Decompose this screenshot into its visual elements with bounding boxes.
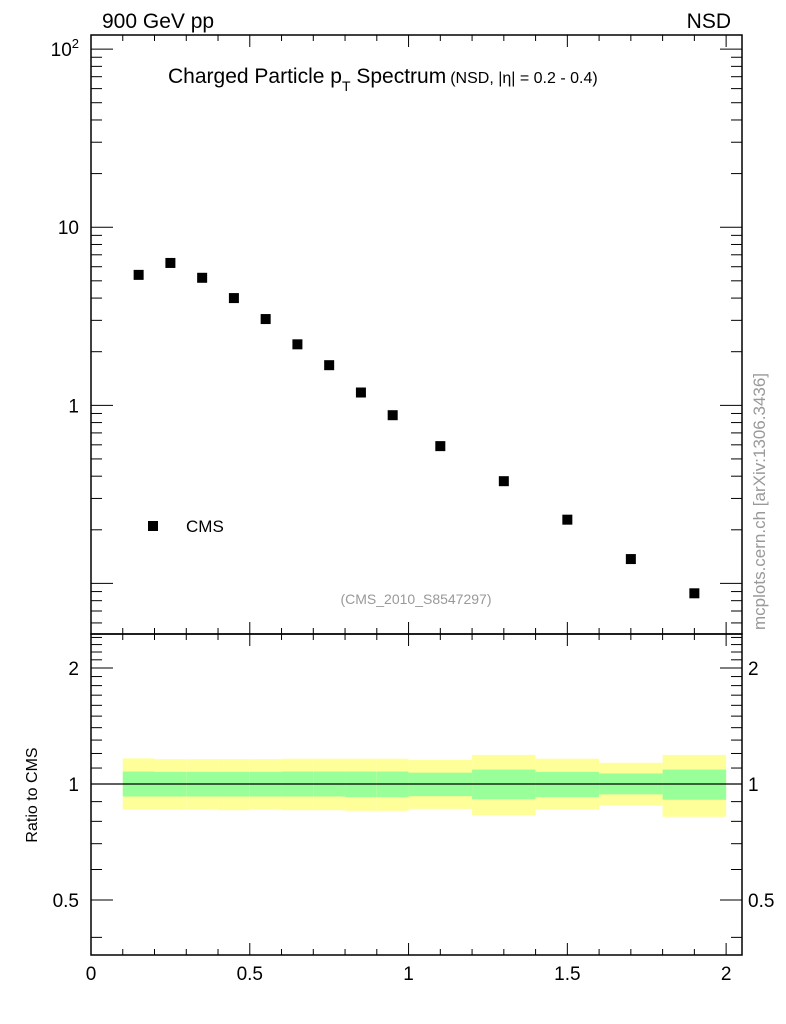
analysis-id: (CMS_2010_S8547297) [341, 591, 492, 607]
ratio-y-tick-label-right-2: 0.5 [748, 891, 774, 912]
data-point-0-7 [355, 387, 366, 398]
data-point-0-12 [625, 554, 636, 565]
ratio-y-tick-label-left-2: 0.5 [53, 891, 79, 912]
ratio-y-label: Ratio to CMS [24, 747, 41, 842]
stat-uncertainty-band-13 [662, 769, 727, 800]
data-point-0-6 [324, 360, 335, 371]
data-point-0-1 [165, 257, 176, 268]
ratio-y-tick-label-left-1: 1 [68, 775, 79, 796]
data-point-0-8 [387, 410, 398, 421]
x-tick-label-1: 0.5 [237, 964, 263, 985]
header-right: NSD [687, 10, 731, 33]
y-tick-label-0: 102 [51, 36, 79, 61]
x-tick-label-2: 1 [403, 964, 414, 985]
data-point-0-13 [689, 588, 700, 599]
side-label: mcplots.cern.ch [arXiv:1306.3436] [750, 373, 769, 630]
ratio-panel: 0 0.5 1 1.5 2 2 2 1 1 0.5 0.5 [53, 633, 774, 985]
x-tick-label-0: 0 [86, 964, 97, 985]
y-tick-label-2: 1 [68, 396, 79, 417]
x-tick-label-4: 2 [721, 964, 732, 985]
ratio-y-tick-label-right-1: 1 [748, 775, 759, 796]
header-left: 900 GeV pp [102, 10, 214, 33]
data-point-0-4 [260, 314, 271, 325]
top-panel: 102 10 1 [51, 34, 743, 955]
y-tick-label-1: 10 [58, 218, 79, 239]
top-panel-frame [90, 34, 743, 635]
data-point-0-9 [435, 441, 446, 452]
data-point-0-2 [197, 272, 208, 283]
legend-label: CMS [186, 517, 224, 536]
ratio-y-tick-label-left-0: 2 [68, 659, 79, 680]
x-tick-label-3: 1.5 [554, 964, 580, 985]
data-point-0-0 [133, 269, 144, 280]
ratio-y-tick-label-right-0: 2 [748, 659, 759, 680]
data-point-0-3 [228, 293, 239, 304]
data-point-0-11 [562, 514, 573, 525]
data-point-0-5 [292, 339, 303, 350]
ratio-panel-frame [90, 633, 743, 956]
data-point-0-10 [498, 476, 509, 487]
chart-title: Charged Particle pT Spectrum (NSD, |η| = … [168, 65, 598, 94]
legend-marker [148, 521, 158, 531]
